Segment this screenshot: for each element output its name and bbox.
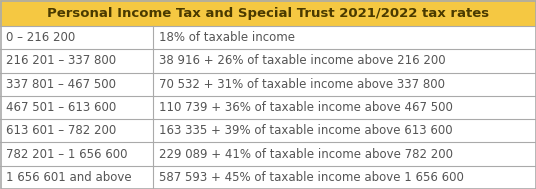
Text: 18% of taxable income: 18% of taxable income: [159, 31, 295, 44]
Text: 229 089 + 41% of taxable income above 782 200: 229 089 + 41% of taxable income above 78…: [159, 148, 453, 161]
Text: 163 335 + 39% of taxable income above 613 600: 163 335 + 39% of taxable income above 61…: [159, 124, 452, 137]
Text: 0 – 216 200: 0 – 216 200: [6, 31, 75, 44]
Text: 38 916 + 26% of taxable income above 216 200: 38 916 + 26% of taxable income above 216…: [159, 54, 445, 67]
Text: 110 739 + 36% of taxable income above 467 500: 110 739 + 36% of taxable income above 46…: [159, 101, 452, 114]
Bar: [0, 49, 536, 73]
Bar: [0, 143, 536, 166]
Text: 613 601 – 782 200: 613 601 – 782 200: [6, 124, 116, 137]
Text: 337 801 – 467 500: 337 801 – 467 500: [6, 78, 116, 91]
Bar: [0, 96, 536, 119]
Bar: [0, 166, 536, 189]
Text: 1 656 601 and above: 1 656 601 and above: [6, 171, 132, 184]
Text: Personal Income Tax and Special Trust 2021/2022 tax rates: Personal Income Tax and Special Trust 20…: [47, 6, 489, 19]
Bar: [0, 73, 536, 96]
Bar: [0, 26, 536, 49]
Bar: [0, 119, 536, 143]
Text: 782 201 – 1 656 600: 782 201 – 1 656 600: [6, 148, 128, 161]
Bar: [0, 0, 536, 26]
Text: 70 532 + 31% of taxable income above 337 800: 70 532 + 31% of taxable income above 337…: [159, 78, 445, 91]
Text: 467 501 – 613 600: 467 501 – 613 600: [6, 101, 116, 114]
Text: 587 593 + 45% of taxable income above 1 656 600: 587 593 + 45% of taxable income above 1 …: [159, 171, 464, 184]
Text: 216 201 – 337 800: 216 201 – 337 800: [6, 54, 116, 67]
